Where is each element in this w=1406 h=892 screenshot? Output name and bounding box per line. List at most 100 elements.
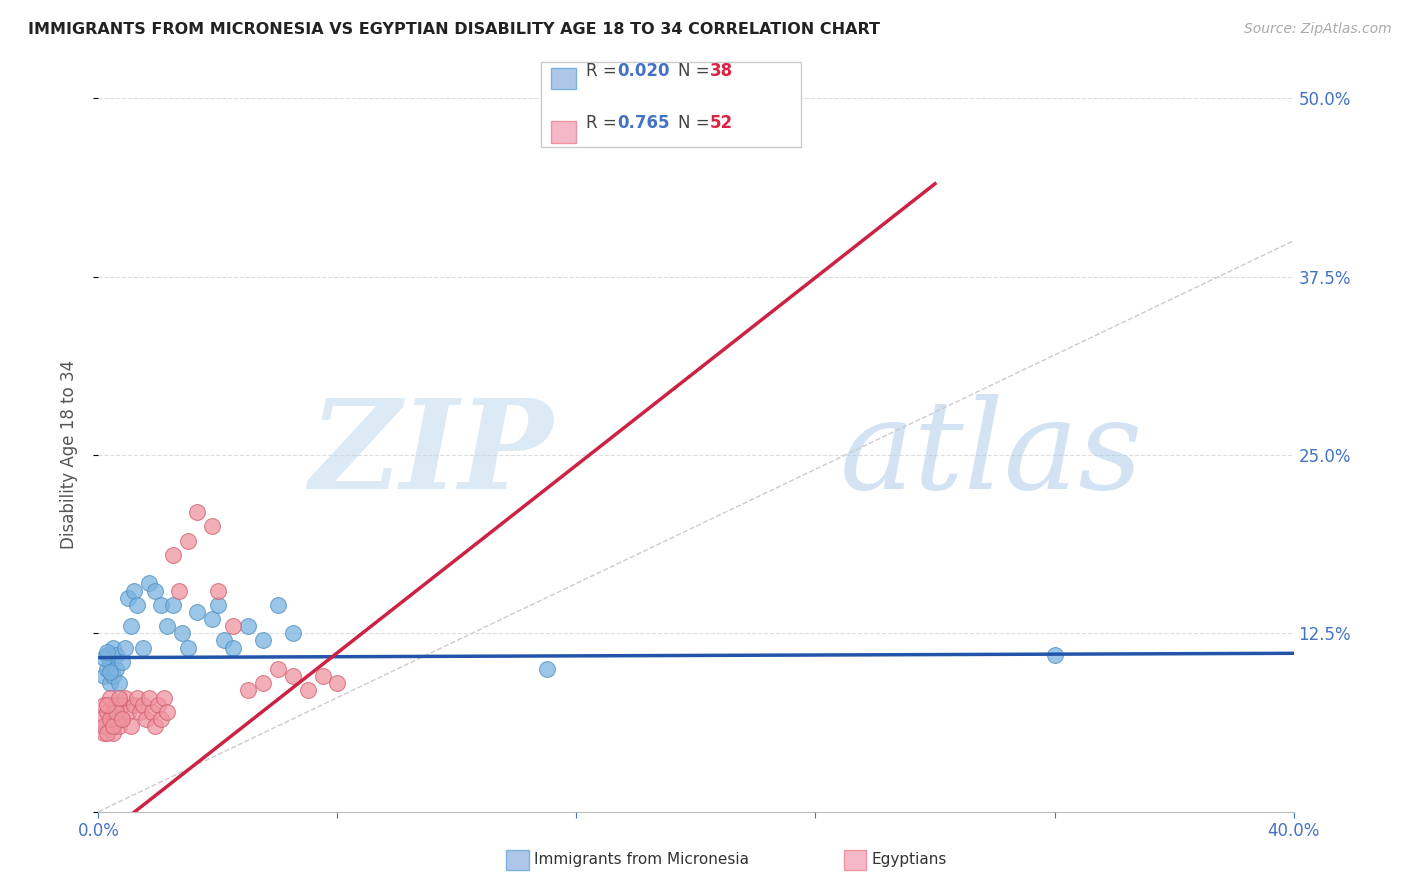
Point (311, 669, 333, 683)
Point (156, 619, 179, 633)
Point (129, 705, 152, 719)
Point (201, 612, 224, 626)
Point (143, 583, 166, 598)
Point (177, 640, 200, 655)
Text: 38: 38 (710, 62, 733, 80)
Point (90, 712, 112, 726)
Point (108, 676, 131, 690)
Text: IMMIGRANTS FROM MICRONESIA VS EGYPTIAN DISABILITY AGE 18 TO 34 CORRELATION CHART: IMMIGRANTS FROM MICRONESIA VS EGYPTIAN D… (28, 22, 880, 37)
Point (96, 698, 118, 712)
Point (156, 705, 179, 719)
Text: 0.765: 0.765 (617, 114, 669, 132)
Point (105, 712, 128, 726)
Point (143, 719, 166, 733)
Point (108, 690, 131, 705)
Point (93, 669, 115, 683)
Point (141, 705, 163, 719)
Point (326, 676, 349, 690)
Point (100, 719, 122, 733)
Point (100, 712, 122, 726)
Point (108, 719, 131, 733)
Point (236, 683, 259, 698)
Point (108, 705, 131, 719)
Point (96, 645, 118, 659)
Point (100, 655, 122, 669)
Point (297, 683, 319, 698)
Point (162, 548, 184, 562)
Point (105, 648, 128, 662)
Text: Source: ZipAtlas.com: Source: ZipAtlas.com (1244, 22, 1392, 37)
Text: Immigrants from Micronesia: Immigrants from Micronesia (534, 853, 749, 867)
Point (120, 719, 142, 733)
Point (100, 676, 122, 690)
Point (96, 648, 118, 662)
Point (252, 676, 274, 690)
Point (114, 690, 136, 705)
Point (103, 705, 125, 719)
Point (103, 669, 125, 683)
Point (127, 598, 149, 612)
Point (117, 591, 139, 605)
Point (281, 626, 304, 640)
Point (1043, 648, 1066, 662)
Point (124, 698, 146, 712)
Point (138, 690, 160, 705)
Point (120, 619, 142, 633)
Point (150, 598, 173, 612)
Point (132, 640, 155, 655)
Point (124, 583, 146, 598)
Point (93, 698, 115, 712)
Point (93, 719, 115, 733)
Point (135, 712, 157, 726)
Text: 0.020: 0.020 (617, 62, 669, 80)
Point (201, 519, 224, 533)
Point (111, 655, 134, 669)
Point (100, 690, 122, 705)
Point (114, 640, 136, 655)
Point (222, 619, 245, 633)
Point (127, 690, 149, 705)
Point (186, 605, 208, 619)
Point (267, 598, 290, 612)
Point (103, 640, 125, 655)
Point (186, 505, 208, 519)
Point (138, 576, 160, 591)
Point (207, 598, 229, 612)
Point (103, 726, 125, 740)
Point (105, 662, 128, 676)
Text: N =: N = (678, 114, 714, 132)
Point (105, 698, 128, 712)
Point (167, 583, 190, 598)
Point (281, 669, 304, 683)
Text: Egyptians: Egyptians (872, 853, 948, 867)
Y-axis label: Disability Age 18 to 34: Disability Age 18 to 34 (59, 360, 77, 549)
Point (105, 705, 128, 719)
Point (162, 598, 184, 612)
Point (96, 705, 118, 719)
Point (177, 533, 200, 548)
Point (103, 719, 125, 733)
Text: R =: R = (586, 114, 623, 132)
Point (153, 690, 176, 705)
Point (100, 665, 122, 679)
Text: 52: 52 (710, 114, 733, 132)
Point (212, 633, 235, 648)
Point (207, 583, 229, 598)
Point (172, 626, 194, 640)
Point (222, 640, 245, 655)
Point (117, 705, 139, 719)
Point (96, 726, 118, 740)
Point (536, 662, 558, 676)
Point (111, 698, 134, 712)
Point (111, 712, 134, 726)
Text: ZIP: ZIP (309, 394, 553, 516)
Text: N =: N = (678, 62, 714, 80)
Point (132, 698, 155, 712)
Point (111, 712, 134, 726)
Text: atlas: atlas (839, 394, 1143, 516)
Point (96, 662, 118, 676)
Point (267, 662, 290, 676)
Point (236, 619, 259, 633)
Point (148, 698, 170, 712)
Point (252, 633, 274, 648)
